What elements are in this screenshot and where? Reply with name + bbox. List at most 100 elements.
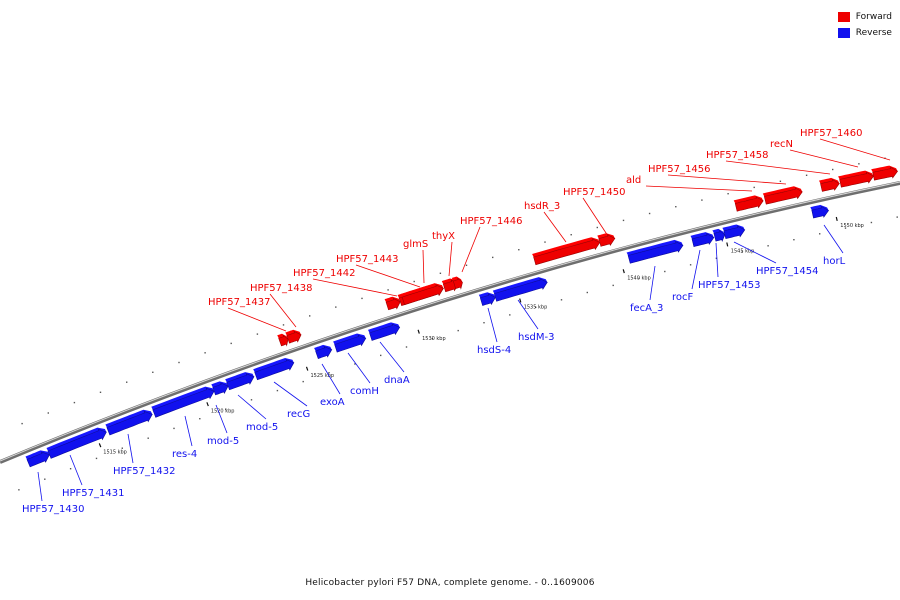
gene-arrow-body <box>734 196 764 212</box>
gene-label: HPF57_1443 <box>336 254 398 265</box>
scale-dot <box>753 186 755 189</box>
gene-arrow-top <box>597 233 615 239</box>
gene-label: HPF57_1432 <box>113 466 175 477</box>
gene-label: HPF57_1454 <box>756 266 818 277</box>
scale-dot <box>727 193 729 195</box>
gene-arrow-body <box>723 225 746 239</box>
scale-dot <box>832 168 834 171</box>
tick-mark <box>622 269 625 274</box>
gene-arrow <box>690 232 715 247</box>
gene-label: hsdS-4 <box>477 345 511 356</box>
scale-dot <box>225 408 227 410</box>
gene-label: HPF57_1437 <box>208 297 270 308</box>
scale-dot <box>612 284 614 287</box>
scale-dot <box>570 234 572 236</box>
gene-label: exoA <box>320 397 345 408</box>
gene-arrow <box>277 333 289 347</box>
scale-dot <box>535 306 537 308</box>
gene-label: rocF <box>672 292 694 303</box>
gene-arrow <box>400 283 444 306</box>
tick-mark <box>726 242 729 247</box>
scale-dot <box>509 314 511 316</box>
gene-arrow <box>532 237 601 266</box>
gene-arrow <box>722 224 746 239</box>
gene-label: ald <box>626 175 641 186</box>
gene-label: res-4 <box>172 449 197 460</box>
gene-arrow <box>253 358 295 381</box>
scale-dot <box>99 391 102 393</box>
legend-forward: Forward <box>837 9 892 25</box>
scale-dot <box>715 257 718 259</box>
gene-label: HPF57_1446 <box>460 216 522 227</box>
scale-dot <box>204 352 206 354</box>
leader-line <box>355 264 421 288</box>
gene-arrow-top <box>451 276 463 283</box>
gene-arrow-body <box>839 171 874 188</box>
tick-mark <box>206 402 209 407</box>
gene-arrow <box>333 333 367 353</box>
scale-dot <box>560 299 563 301</box>
leader-line <box>321 363 341 395</box>
scale-dot <box>69 468 72 470</box>
gene-arrow-top <box>690 232 714 239</box>
legend-reverse: Reverse <box>837 25 892 41</box>
scale-dot <box>256 333 259 335</box>
gene-arrow <box>733 195 764 212</box>
gene-arrow-body <box>26 451 50 468</box>
gene-arrow-body <box>334 334 367 353</box>
leader-line <box>517 299 539 330</box>
scale-dot <box>689 264 692 266</box>
gene-arrow-body <box>713 229 726 243</box>
scale-dot <box>492 256 494 259</box>
gene-arrow-top <box>211 381 229 388</box>
gene-label: HPF57_1458 <box>706 150 768 161</box>
gene-arrow <box>810 204 830 219</box>
tick-label: 1515 kbp <box>103 449 127 455</box>
gene-arrow-top <box>400 283 444 298</box>
gene-arrow-top <box>285 329 302 336</box>
tick-mark <box>835 216 838 222</box>
gene-arrow <box>314 344 333 359</box>
gene-arrow-top <box>722 224 745 231</box>
gene-arrow-body <box>254 359 295 381</box>
gene-label: thyX <box>432 231 455 242</box>
gene-arrow-body <box>811 205 830 219</box>
gene-arrow-top <box>314 344 332 351</box>
legend-reverse-label: Reverse <box>855 28 892 38</box>
scale-dot <box>73 401 76 404</box>
gene-arrow-body <box>385 297 401 311</box>
genome-caption: Helicobacter pylori F57 DNA, complete ge… <box>305 578 595 588</box>
leader-line <box>543 211 567 243</box>
tick-mark <box>305 366 309 371</box>
leader-line <box>691 249 701 290</box>
scale-dot <box>178 361 180 364</box>
leader-line <box>448 241 453 277</box>
scale-dot <box>648 212 651 215</box>
scale-dot <box>844 227 847 229</box>
scale-dot <box>586 291 588 294</box>
gene-arrow <box>368 322 401 341</box>
gene-label: HPF57_1438 <box>250 283 312 294</box>
gene-arrow-body <box>533 238 601 266</box>
scale-dot <box>767 245 769 247</box>
scale-dot <box>147 437 149 439</box>
gene-arrow <box>712 228 726 243</box>
scale-dot <box>439 272 442 274</box>
scale-dot <box>664 270 666 273</box>
gene-arrow-body <box>627 240 684 264</box>
scale-dots <box>18 157 898 491</box>
legend-forward-label: Forward <box>855 12 892 22</box>
leader-line <box>347 352 371 384</box>
gene-label: hsdR_3 <box>524 201 560 212</box>
leader-line <box>645 185 753 192</box>
scale-dot <box>405 346 408 348</box>
gene-label: HPF57_1450 <box>563 187 625 198</box>
scale-dot <box>431 338 434 340</box>
leader-line <box>789 149 859 168</box>
scale-dot <box>380 354 382 357</box>
scale-dot <box>675 206 677 208</box>
gene-label: recG <box>287 409 310 420</box>
scale-dot <box>701 199 703 201</box>
scale-dot <box>18 489 20 491</box>
